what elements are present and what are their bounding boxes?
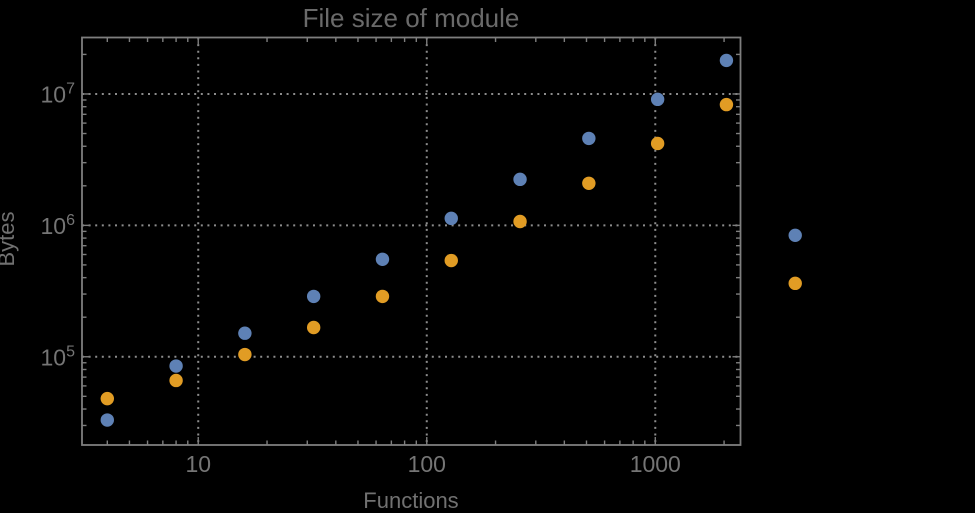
axis-ticks (82, 37, 741, 445)
x-axis-label: Functions (363, 488, 458, 513)
blue-series-point (650, 92, 665, 107)
blue-series-point (513, 172, 527, 187)
frame-rect (81, 36, 742, 446)
y-tick-label: 105 (41, 343, 76, 370)
y-tick-label: 107 (41, 80, 76, 107)
blue-series-point (169, 359, 183, 373)
orange-series-point (375, 289, 390, 304)
x-tick-label: 10 (185, 451, 211, 477)
blue-series-point (582, 131, 596, 146)
plot-frame (81, 36, 742, 446)
blue-series-point (238, 326, 252, 340)
blue-series-point (375, 252, 390, 266)
orange-series-point (788, 276, 802, 291)
blue-series-point (306, 289, 321, 304)
orange-series-point (513, 214, 527, 229)
orange-series-point (100, 391, 114, 406)
blue-series-point (444, 211, 458, 226)
orange-series-point (169, 373, 183, 388)
orange-series-point (650, 136, 665, 151)
data-points (100, 53, 802, 427)
x-tick-label: 1000 (630, 451, 681, 477)
orange-series-point (306, 320, 321, 335)
orange-series-point (582, 176, 596, 190)
blue-series-point (788, 228, 802, 243)
chart-title: File size of module (303, 3, 520, 33)
blue-series-point (100, 413, 114, 427)
orange-series-point (719, 97, 734, 112)
orange-series-point (238, 347, 252, 362)
tick-labels: 10 100 1000 105 106 107 (41, 80, 681, 477)
blue-series-point (719, 53, 734, 68)
y-axis-label: Bytes (0, 211, 19, 266)
x-tick-label: 100 (408, 451, 446, 477)
y-tick-label: 106 (41, 212, 76, 239)
orange-series-point (444, 253, 458, 268)
